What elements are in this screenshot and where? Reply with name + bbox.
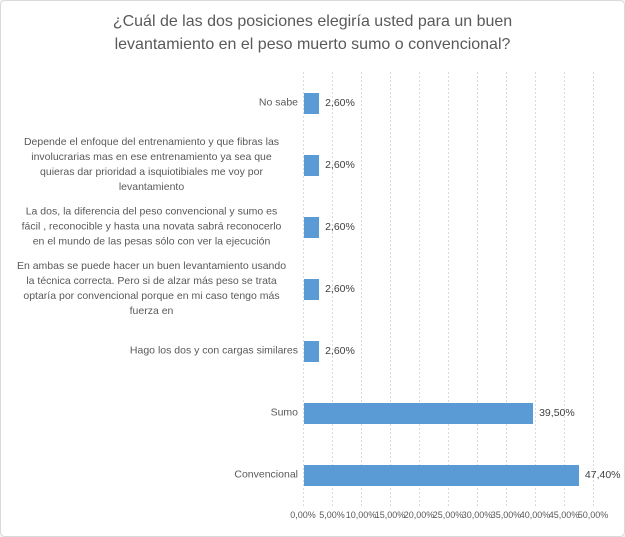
x-axis-tick-label: 0,00% bbox=[290, 510, 316, 520]
x-axis-tick-label: 50,00% bbox=[577, 510, 609, 520]
value-label: 2,60% bbox=[325, 97, 355, 109]
gridline bbox=[506, 72, 507, 506]
gridline bbox=[593, 72, 594, 506]
chart-title: ¿Cuál de las dos posiciones elegiría ust… bbox=[112, 13, 513, 53]
x-axis-tick-label: 45,00% bbox=[548, 510, 580, 520]
gridline bbox=[535, 72, 536, 506]
category-label: Hago los dos y con cargas similares bbox=[129, 344, 298, 357]
bar bbox=[304, 216, 320, 238]
bar bbox=[304, 92, 320, 114]
value-label: 2,60% bbox=[325, 221, 355, 233]
category-label: La dos, la diferencia del peso convencio… bbox=[21, 205, 282, 248]
category-label: En ambas se puede hacer un buen levantam… bbox=[16, 260, 287, 317]
category-label: Convencional bbox=[234, 468, 298, 481]
gridline bbox=[477, 72, 478, 506]
bar bbox=[304, 154, 320, 176]
gridline bbox=[448, 72, 449, 506]
category-label: Sumo bbox=[270, 406, 298, 419]
bar bbox=[304, 278, 320, 300]
x-axis-tick-label: 10,00% bbox=[345, 510, 377, 520]
x-axis-tick-label: 25,00% bbox=[432, 510, 464, 520]
x-axis-tick-label: 30,00% bbox=[461, 510, 493, 520]
gridline bbox=[303, 72, 304, 506]
category-label: Depende el enfoque del entrenamiento y q… bbox=[23, 136, 280, 193]
x-axis-tick-label: 5,00% bbox=[319, 510, 345, 520]
value-label: 2,60% bbox=[325, 283, 355, 295]
bar bbox=[304, 340, 320, 362]
x-axis-tick-label: 15,00% bbox=[374, 510, 406, 520]
x-axis-tick-label: 40,00% bbox=[519, 510, 551, 520]
gridline bbox=[564, 72, 565, 506]
x-axis-tick-label: 35,00% bbox=[490, 510, 522, 520]
value-label: 39,50% bbox=[539, 407, 575, 419]
bar bbox=[304, 464, 579, 486]
gridline bbox=[361, 72, 362, 506]
value-label: 2,60% bbox=[325, 159, 355, 171]
category-label: No sabe bbox=[258, 96, 298, 109]
gridline bbox=[419, 72, 420, 506]
value-label: 2,60% bbox=[325, 345, 355, 357]
bar bbox=[304, 402, 534, 424]
value-label: 47,40% bbox=[584, 469, 621, 481]
gridline bbox=[390, 72, 391, 506]
x-axis-tick-label: 20,00% bbox=[403, 510, 435, 520]
gridline bbox=[332, 72, 333, 506]
